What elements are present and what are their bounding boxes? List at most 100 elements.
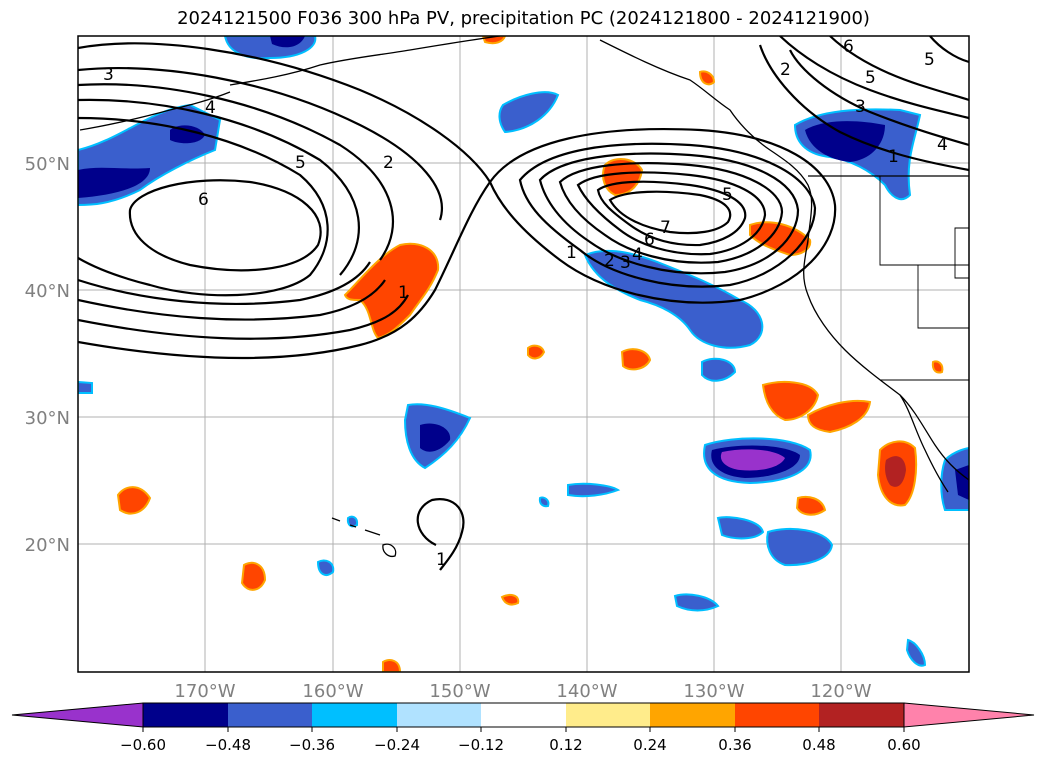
map-title: 2024121500 F036 300 hPa PV, precipitatio… [177,8,870,29]
precip-area [905,638,927,667]
lat-label: 20°N [25,535,70,556]
precip-area [716,516,765,540]
precip-area [602,158,644,197]
pv-contour [78,294,409,340]
precip-area [761,381,820,422]
lon-label: 130°W [683,681,744,702]
pv-contour [78,98,360,276]
colorbar-segment [481,703,566,727]
map-frame [77,35,970,673]
precip-area [766,527,834,567]
colorbar-segment [228,703,312,727]
colorbar-tick-label: 0.48 [802,736,835,754]
pv-contour [78,42,491,183]
pv-contour [829,36,969,102]
precip-area [805,121,885,162]
lat-label: 40°N [25,281,70,302]
pv-contour [78,83,394,261]
lon-label: 170°W [174,681,235,702]
contour-label: 3 [855,97,866,117]
lat-label: 50°N [25,154,70,175]
pv-contour [416,498,465,571]
state-borders [879,176,969,329]
baja-coast [899,394,949,493]
pv-contours [78,36,969,571]
contour-label: 2 [780,60,791,80]
precip-area [170,125,205,144]
aleutian-islands [79,91,231,131]
alaska-coast [229,36,501,86]
colorbar-tick-label: 0.24 [633,736,666,754]
contour-label: 5 [865,68,876,88]
precip-area [420,423,451,452]
precip-area [527,344,546,360]
precip-area [749,221,812,257]
pv-contour [576,171,767,256]
pv-contour [608,190,732,235]
pv-contour [789,49,969,147]
contour-label: 6 [644,230,655,250]
precip-area [955,465,969,500]
precip-area [346,515,359,528]
pv-contour [779,36,969,120]
contour-label: 1 [398,283,409,303]
contour-label: 4 [632,245,643,265]
colorbar-tick-label: −0.36 [289,736,335,754]
lon-label: 150°W [429,681,490,702]
colorbar-tick-label: −0.48 [205,736,251,754]
contour-label: 1 [436,550,447,570]
colorbar-extend-high [903,702,1035,728]
longitude-labels: 170°W 160°W 150°W 140°W 130°W 120°W [174,681,871,702]
contour-label: 3 [620,253,631,273]
pv-contour [78,181,491,359]
precip-area [698,70,716,86]
pv-contour [128,179,322,272]
colorbar: −0.60 −0.48 −0.36 −0.24 −0.12 0.12 0.24 … [11,702,1035,754]
coastlines [79,36,969,558]
lon-label: 120°W [810,681,871,702]
contour-labels: 3 4 5 6 2 1 1 2 3 4 5 6 7 5 1 2 3 4 5 6 … [103,37,948,570]
precip-area [500,594,520,606]
contour-label: 5 [924,50,935,70]
precip-area [806,399,872,434]
lon-label: 160°W [302,681,363,702]
precip-area [498,91,560,134]
hawaii [331,517,397,558]
pv-contour [758,44,969,172]
contour-label: 2 [604,251,615,271]
pv-contour [78,261,371,306]
precip-area [885,456,906,487]
colorbar-tick-label: 0.36 [718,736,751,754]
precip-negative-areas [78,36,969,667]
contour-label: 6 [843,37,854,57]
pv-contour [538,152,800,275]
pv-contour [558,162,784,264]
contour-label: 4 [205,98,216,118]
precip-positive-areas [116,36,944,672]
contour-label: 7 [660,218,671,238]
gridlines [78,36,969,672]
precip-area [673,593,720,612]
colorbar-segment [397,703,481,727]
colorbar-segment [819,703,904,727]
pv-contour [488,127,837,304]
colorbar-tick-label: 0.60 [887,736,920,754]
colorbar-extend-low [11,702,144,728]
precip-area [720,449,785,471]
colorbar-segment [650,703,735,727]
precip-area [316,559,335,576]
colorbar-segment [143,703,228,727]
pv-contour [78,67,443,221]
contour-label: 3 [103,65,114,85]
precip-area [538,496,550,508]
colorbar-tick-label: −0.12 [458,736,504,754]
lon-label: 140°W [556,681,617,702]
colorbar-segment [566,703,650,727]
colorbar-tick-label: −0.24 [374,736,420,754]
precip-area [567,482,621,498]
contour-label: 6 [198,190,209,210]
pv-contour [518,142,817,288]
pv-contour [929,36,969,64]
colorbar-segment [735,703,819,727]
north-america-coast [599,39,969,481]
